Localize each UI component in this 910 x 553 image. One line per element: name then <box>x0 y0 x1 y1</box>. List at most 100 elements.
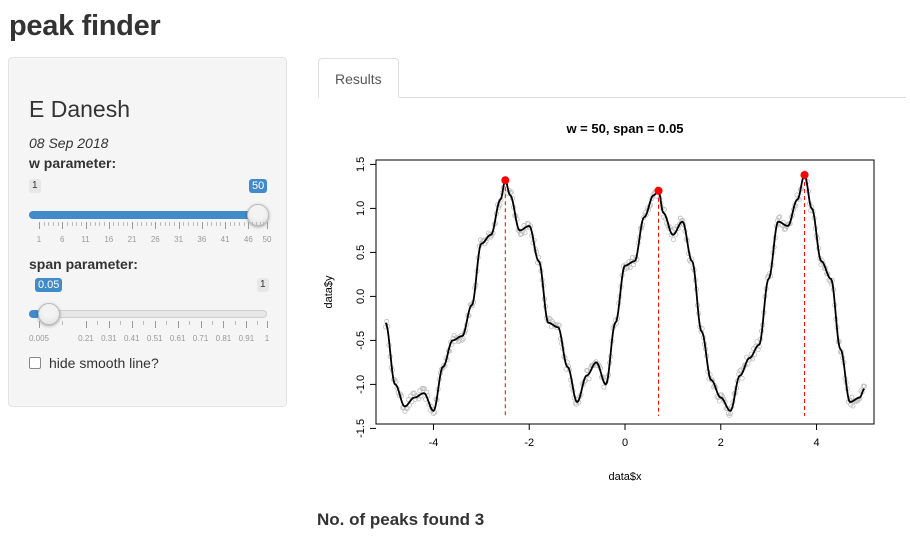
span-slider-minor-tick <box>234 321 236 325</box>
w-slider-tick-label: 46 <box>243 235 253 244</box>
w-slider-minor-tick <box>252 222 254 226</box>
span-slider-tick-label: 0.41 <box>124 334 140 343</box>
peak-marker <box>501 176 510 185</box>
w-slider-minor-tick <box>141 222 143 226</box>
w-slider-minor-tick <box>150 222 152 226</box>
span-slider-tick-label: 0.21 <box>78 334 94 343</box>
w-slider-tick <box>62 222 64 229</box>
w-min-badge: 1 <box>29 179 41 193</box>
x-tick-label: 2 <box>718 437 724 449</box>
data-point <box>384 318 390 324</box>
w-slider-minor-tick <box>122 222 124 226</box>
data-point <box>795 195 801 201</box>
w-slider-minor-tick <box>99 222 101 226</box>
data-point <box>522 230 528 236</box>
data-point <box>861 383 867 389</box>
w-parameter-slider[interactable]: 1 50 1 6 11 16 21 26 31 36 41 46 50 <box>29 178 272 248</box>
x-tick-label: 0 <box>622 437 628 449</box>
span-slider-tick-label: 0.61 <box>169 334 186 343</box>
w-slider-minor-tick <box>159 222 161 226</box>
data-point <box>629 255 635 261</box>
span-slider-fill <box>29 310 40 318</box>
w-slider-minor-tick <box>263 222 265 226</box>
span-slider-handle[interactable] <box>38 303 60 325</box>
span-slider-track[interactable] <box>29 310 267 318</box>
w-slider-minor-tick <box>192 222 194 226</box>
span-slider-tick-label: 0.91 <box>238 334 255 343</box>
w-slider-minor-tick <box>66 222 68 226</box>
y-tick-label: -1.0 <box>355 375 367 394</box>
span-slider-minor-tick <box>166 321 168 325</box>
span-slider-tick-label: 0.81 <box>215 334 232 343</box>
data-point <box>850 403 856 409</box>
hide-smooth-line-checkbox[interactable]: hide smooth line? <box>29 355 159 371</box>
w-slider-minor-tick <box>76 222 78 226</box>
data-point <box>849 394 855 400</box>
w-slider-minor-tick <box>90 222 92 226</box>
w-slider-tick <box>132 222 134 229</box>
w-slider-minor-tick <box>52 222 54 226</box>
w-slider-minor-tick <box>239 222 241 226</box>
w-slider-minor-tick <box>234 222 236 226</box>
span-slider-tick <box>200 321 202 328</box>
w-slider-tick <box>201 222 203 229</box>
app-title: peak finder <box>9 10 161 42</box>
w-slider-minor-tick <box>183 222 185 226</box>
peak-marker <box>800 170 809 179</box>
data-point <box>671 237 677 243</box>
x-tick-label: 4 <box>813 437 819 449</box>
w-slider-minor-tick <box>146 222 148 226</box>
w-slider-minor-tick <box>43 222 45 226</box>
peak-marker <box>654 186 663 195</box>
y-tick-label: 1.0 <box>355 201 367 216</box>
w-slider-minor-tick <box>80 222 82 226</box>
data-point <box>777 214 783 220</box>
x-tick-label: -2 <box>524 437 534 449</box>
sidebar-panel: E Danesh 08 Sep 2018 w parameter: 1 50 1… <box>8 57 287 407</box>
span-slider-minor-tick <box>189 321 191 325</box>
w-value-badge: 50 <box>249 179 268 193</box>
data-point <box>627 265 633 271</box>
w-slider-minor-tick <box>229 222 231 226</box>
span-slider-tick <box>85 321 87 328</box>
peak-plot: w = 50, span = 0.05 data$x data$y -4 -2 0 2 4 -1… <box>323 121 875 483</box>
w-slider-tick-label: 21 <box>127 235 137 244</box>
x-tick-label: -4 <box>429 437 439 449</box>
w-slider-tick <box>225 222 227 229</box>
span-slider-tick <box>154 321 156 328</box>
w-slider-tick-label: 41 <box>220 235 230 244</box>
y-tick-label: -0.5 <box>355 331 367 350</box>
w-slider-fill <box>29 211 267 219</box>
data-point <box>737 368 743 374</box>
w-slider-tick-label: 11 <box>81 235 90 244</box>
w-slider-minor-tick <box>113 222 115 226</box>
span-parameter-slider[interactable]: 0.05 1 0.005 0.21 0.31 0.41 0.51 0.61 0.71 0.81… <box>29 277 269 347</box>
smooth-line <box>384 174 866 412</box>
w-slider-minor-tick <box>71 222 73 226</box>
w-slider-minor-tick <box>255 222 257 226</box>
data-point <box>415 393 421 399</box>
w-slider-tick <box>248 222 250 229</box>
data-point <box>601 384 607 390</box>
data-point <box>441 362 447 368</box>
span-slider-ticks <box>29 321 268 331</box>
span-slider-minor-tick <box>62 321 64 325</box>
tab-results[interactable]: Results <box>318 58 399 98</box>
w-slider-handle[interactable] <box>247 204 269 226</box>
data-point <box>460 336 466 342</box>
data-point <box>404 405 410 411</box>
w-slider-tick-label: 16 <box>104 235 114 244</box>
w-slider-tick-label: 50 <box>262 235 272 244</box>
data-point <box>424 389 430 395</box>
report-date: 08 Sep 2018 <box>29 135 109 151</box>
span-slider-minor-tick <box>97 321 99 325</box>
w-slider-minor-tick <box>259 222 261 226</box>
span-slider-tick <box>267 321 268 328</box>
checkbox-box[interactable] <box>29 357 41 369</box>
data-point <box>631 262 637 268</box>
span-slider-tick <box>131 321 133 328</box>
w-slider-minor-tick <box>94 222 96 226</box>
w-parameter-label: w parameter: <box>29 155 117 171</box>
w-slider-tick-label: 6 <box>60 235 65 244</box>
span-value-badge: 0.05 <box>35 278 63 292</box>
